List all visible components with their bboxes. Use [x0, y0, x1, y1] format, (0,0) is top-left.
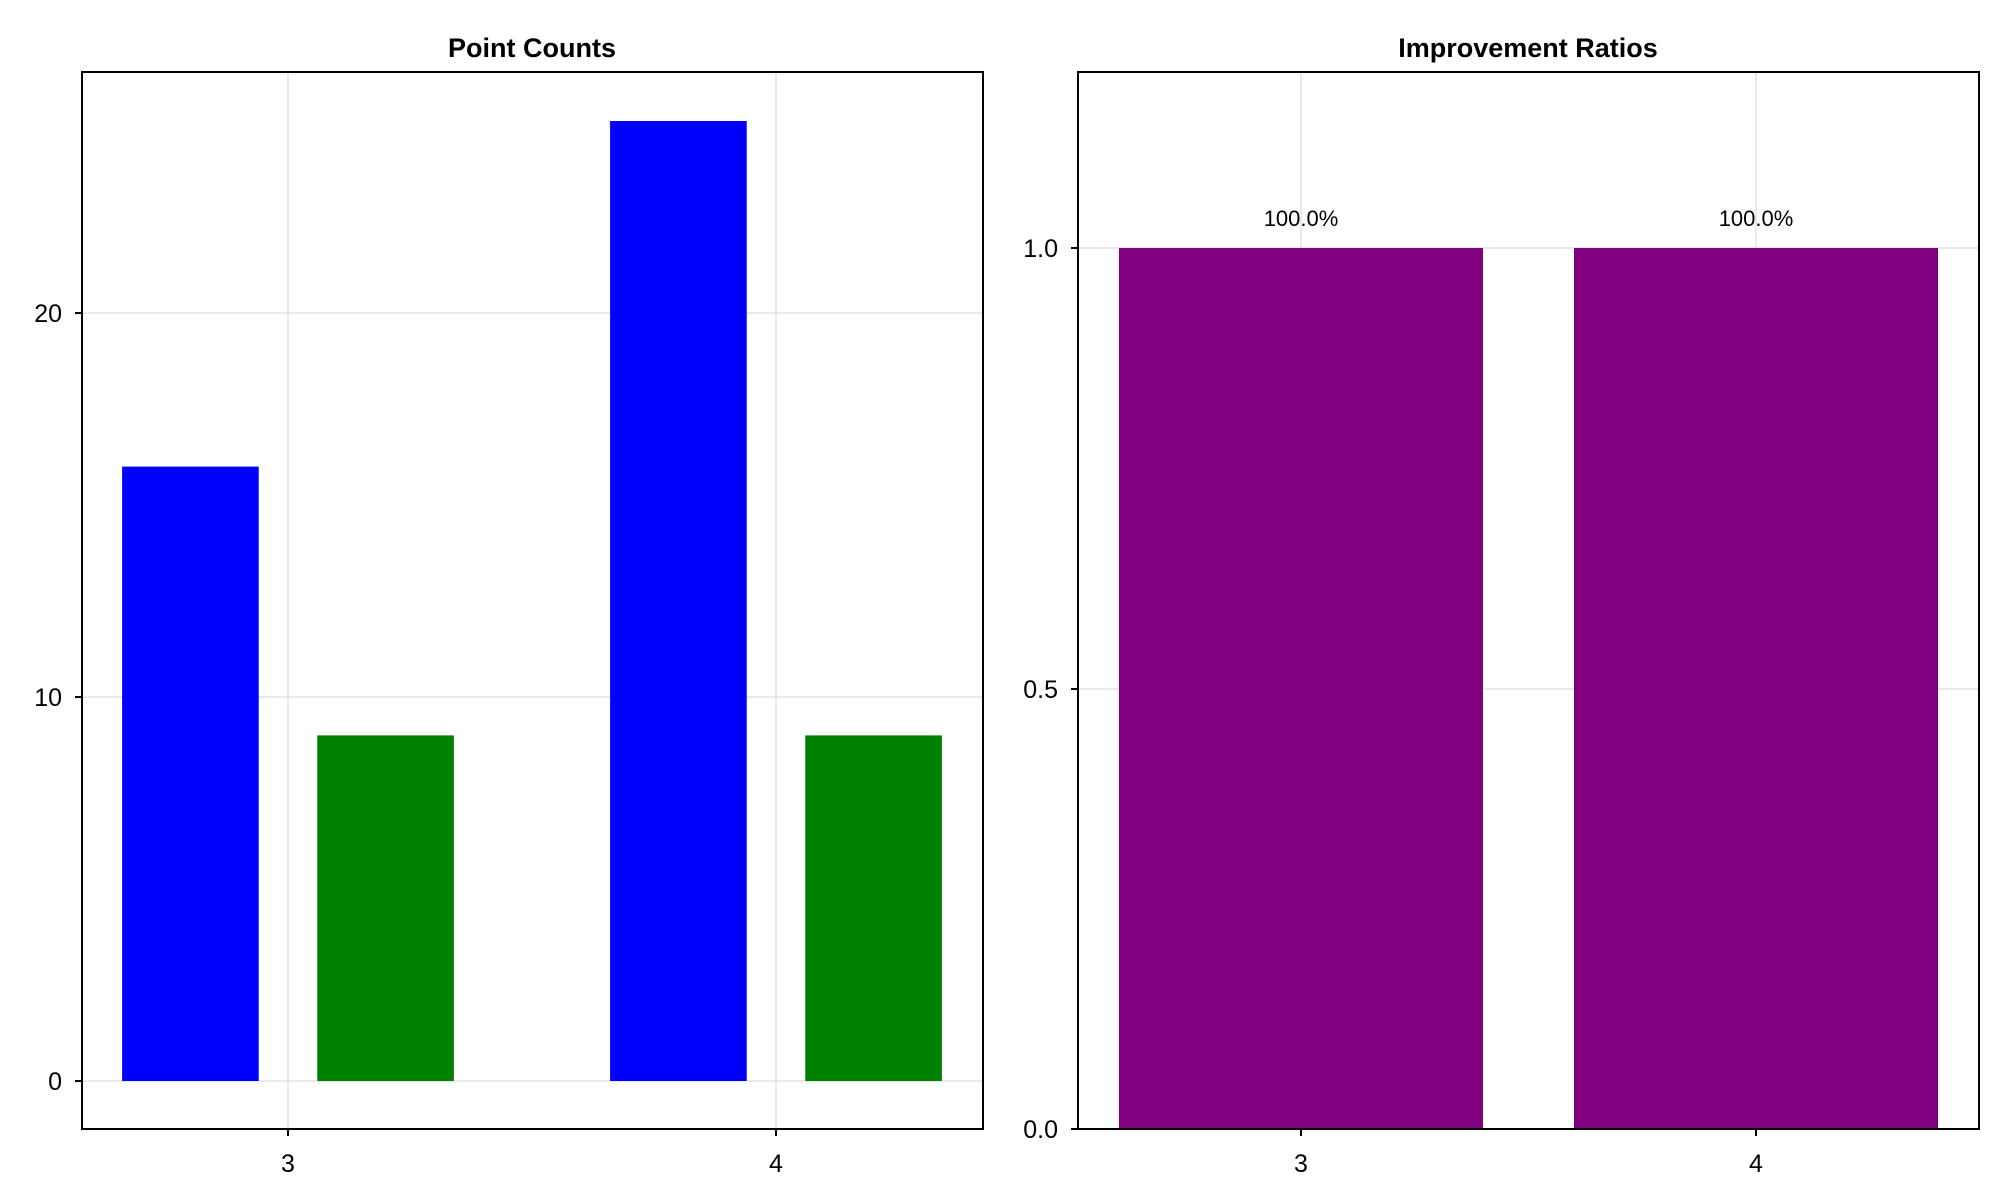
data-labels: 100.0% 100.0%	[1264, 206, 1794, 231]
y-tick-label: 20	[34, 300, 62, 328]
bars	[1119, 248, 1938, 1129]
y-axis: 0.0 0.5 1.0	[1023, 235, 1078, 1144]
y-tick-label: 1.0	[1023, 235, 1058, 263]
plot-frame	[81, 71, 984, 1130]
chart-title: Improvement Ratios	[1398, 33, 1658, 63]
bars	[122, 121, 942, 1082]
chart-point-counts: Point Counts 0 10 20 3 4	[34, 33, 984, 1178]
data-label: 100.0%	[1719, 206, 1794, 231]
bar-series-0-x-4	[1574, 248, 1938, 1129]
x-tick-label: 4	[1749, 1150, 1763, 1178]
x-tick-label: 4	[769, 1150, 783, 1178]
bar-series-1-x-4	[805, 735, 942, 1081]
bar-series-0-x-3	[1119, 248, 1483, 1129]
x-tick-label: 3	[1294, 1150, 1308, 1178]
y-tick-label: 10	[34, 684, 62, 712]
data-label: 100.0%	[1264, 206, 1339, 231]
y-axis: 0 10 20	[34, 300, 82, 1096]
chart-improvement-ratios: Improvement Ratios 100.0% 100.0% 0.0 0.5…	[1023, 33, 1980, 1178]
x-axis: 3 4	[281, 1129, 783, 1178]
x-gridlines	[287, 72, 777, 1129]
chart-title: Point Counts	[448, 33, 616, 63]
y-tick-label: 0	[48, 1068, 62, 1096]
y-tick-label: 0.0	[1023, 1116, 1058, 1144]
y-tick-label: 0.5	[1023, 676, 1058, 704]
bar-series-0-x-3	[122, 466, 259, 1082]
x-tick-label: 3	[281, 1150, 295, 1178]
x-axis: 3 4	[1294, 1129, 1763, 1178]
bar-series-1-x-3	[317, 735, 454, 1081]
plot-frame	[1077, 71, 1980, 1130]
bar-series-0-x-4	[610, 121, 747, 1081]
